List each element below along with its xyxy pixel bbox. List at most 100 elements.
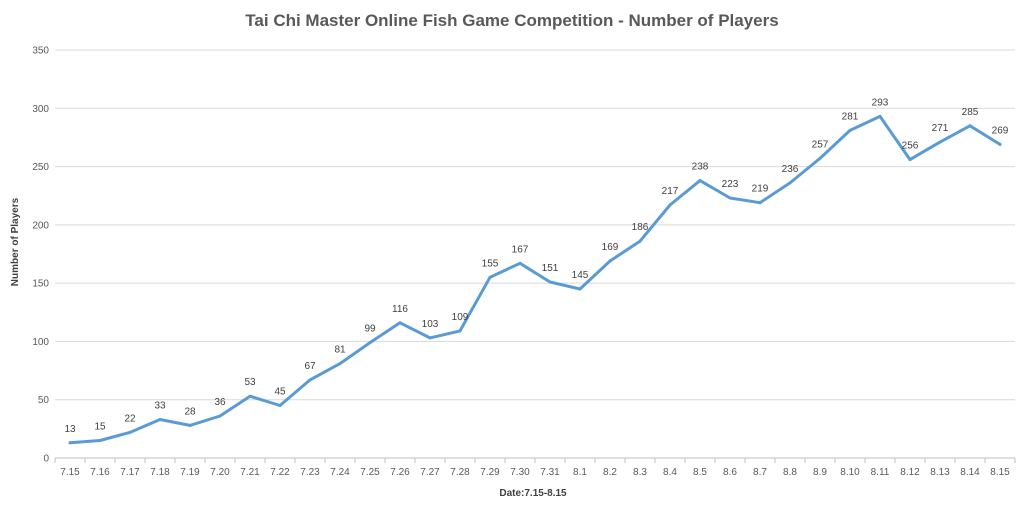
x-tick-label: 7.21 — [240, 467, 260, 478]
x-tick-label: 7.18 — [150, 467, 170, 478]
data-point — [128, 430, 132, 434]
x-tick-label: 7.26 — [390, 467, 410, 478]
data-label: 28 — [184, 406, 196, 417]
data-point — [668, 203, 672, 207]
data-label: 22 — [124, 413, 136, 424]
data-label: 257 — [812, 139, 829, 150]
data-label: 169 — [602, 242, 619, 253]
series-layer — [68, 114, 1002, 445]
data-point — [848, 128, 852, 132]
y-tick-label: 250 — [32, 162, 49, 173]
data-label: 217 — [662, 186, 679, 197]
data-label: 293 — [872, 97, 889, 108]
y-axis-title: Number of Players — [10, 197, 21, 286]
data-label: 103 — [422, 319, 439, 330]
data-label: 281 — [842, 111, 859, 122]
x-axis-ticks: 7.15 7.16 7.17 7.18 7.19 7.20 7.21 7.22 7.23 7.24… — [54, 458, 1016, 478]
data-point — [488, 275, 492, 279]
data-point — [758, 201, 762, 205]
x-tick-label: 8.3 — [633, 467, 647, 478]
data-point — [818, 156, 822, 160]
data-label: 81 — [334, 345, 346, 356]
y-tick-label: 50 — [38, 395, 50, 406]
data-point — [968, 124, 972, 128]
data-label: 269 — [992, 125, 1009, 136]
data-label: 13 — [64, 424, 76, 435]
y-tick-label: 350 — [32, 46, 49, 57]
data-label: 45 — [274, 387, 286, 398]
data-point — [458, 329, 462, 333]
data-point — [428, 336, 432, 340]
chart-title: Tai Chi Master Online Fish Game Competit… — [245, 11, 778, 30]
series-line — [68, 114, 1002, 445]
data-point — [638, 239, 642, 243]
data-label: 33 — [154, 401, 166, 412]
data-label: 155 — [482, 258, 499, 269]
x-tick-label: 8.15 — [990, 467, 1010, 478]
data-point — [278, 404, 282, 408]
data-label: 256 — [902, 141, 919, 152]
x-tick-label: 8.8 — [783, 467, 797, 478]
x-tick-label: 7.22 — [270, 467, 290, 478]
x-tick-label: 8.10 — [840, 467, 860, 478]
x-tick-label: 7.25 — [360, 467, 380, 478]
x-tick-label: 8.11 — [871, 467, 890, 478]
x-tick-label: 7.28 — [450, 467, 470, 478]
y-tick-label: 100 — [32, 337, 49, 348]
data-label: 53 — [244, 377, 256, 388]
y-tick-label: 300 — [32, 104, 49, 115]
data-label: 15 — [94, 422, 106, 433]
data-labels: 13 15 22 33 28 36 53 45 67 81 99 116 103 109 155 167 151… — [64, 97, 1008, 434]
x-tick-label: 7.29 — [480, 467, 500, 478]
x-tick-label: 7.24 — [330, 467, 350, 478]
data-point — [578, 287, 582, 291]
x-tick-label: 7.31 — [540, 467, 560, 478]
data-label: 186 — [632, 222, 649, 233]
data-label: 238 — [692, 162, 709, 173]
data-point — [788, 181, 792, 185]
data-label: 67 — [304, 361, 316, 372]
data-point — [608, 259, 612, 263]
data-point — [338, 362, 342, 366]
y-tick-label: 200 — [32, 220, 49, 231]
data-point — [248, 394, 252, 398]
x-tick-label: 7.17 — [120, 467, 140, 478]
x-tick-label: 8.4 — [663, 467, 677, 478]
x-tick-label: 7.20 — [210, 467, 230, 478]
data-label: 109 — [452, 312, 469, 323]
x-tick-label: 8.6 — [723, 467, 737, 478]
x-tick-label: 8.13 — [930, 467, 950, 478]
x-tick-label: 7.15 — [60, 467, 80, 478]
x-tick-label: 7.19 — [180, 467, 200, 478]
data-point — [368, 341, 372, 345]
data-point — [218, 414, 222, 418]
x-tick-label: 8.14 — [960, 467, 980, 478]
data-label: 99 — [364, 324, 376, 335]
data-label: 36 — [214, 397, 226, 408]
data-point — [398, 321, 402, 325]
data-label: 151 — [542, 263, 559, 274]
x-tick-label: 8.1 — [573, 467, 587, 478]
data-point — [548, 280, 552, 284]
data-point — [728, 196, 732, 200]
y-axis-ticks: 0 50 100 150 200 250 300 350 — [32, 46, 49, 465]
x-tick-label: 8.5 — [693, 467, 707, 478]
data-point — [938, 140, 942, 144]
data-point — [98, 439, 102, 443]
data-point — [68, 441, 72, 445]
data-label: 145 — [572, 270, 589, 281]
data-label: 116 — [392, 304, 408, 315]
x-tick-label: 7.30 — [510, 467, 530, 478]
data-label: 236 — [782, 164, 799, 175]
x-tick-label: 8.7 — [753, 467, 767, 478]
data-label: 167 — [512, 244, 529, 255]
x-axis-title: Date:7.15-8.15 — [499, 488, 567, 499]
data-point — [518, 261, 522, 265]
data-point — [308, 378, 312, 382]
x-tick-label: 8.9 — [813, 467, 827, 478]
x-tick-label: 8.2 — [603, 467, 617, 478]
x-tick-label: 7.16 — [90, 467, 110, 478]
data-label: 219 — [752, 184, 769, 195]
